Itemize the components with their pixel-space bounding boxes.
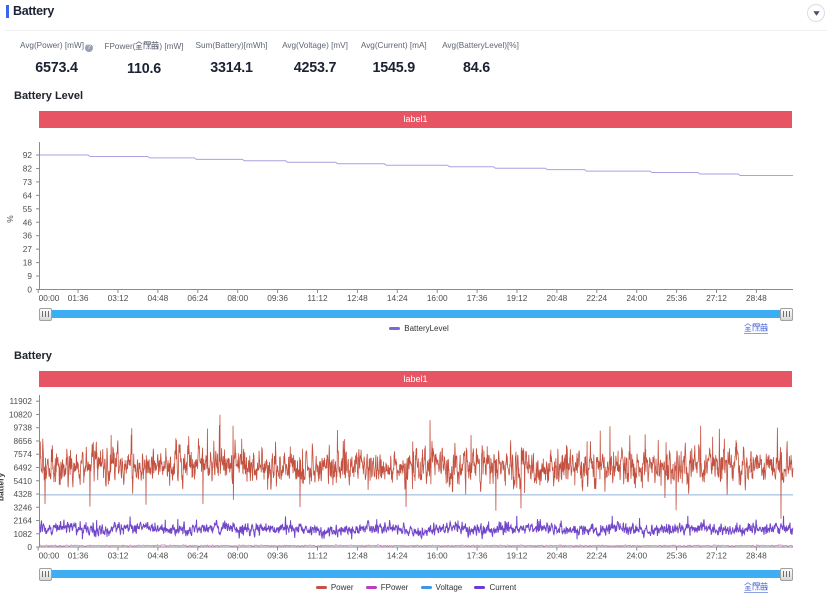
svg-text:09:36: 09:36 (267, 293, 288, 303)
svg-text:12:48: 12:48 (347, 551, 368, 561)
svg-text:04:48: 04:48 (148, 551, 169, 561)
svg-text:73: 73 (23, 177, 33, 187)
svg-text:14:24: 14:24 (387, 551, 408, 561)
svg-text:09:36: 09:36 (267, 551, 288, 561)
svg-text:11:12: 11:12 (307, 551, 328, 561)
svg-text:19:12: 19:12 (507, 551, 528, 561)
svg-text:6492: 6492 (14, 463, 33, 473)
svg-text:27: 27 (23, 244, 33, 254)
svg-text:08:00: 08:00 (227, 551, 248, 561)
svg-text:24:00: 24:00 (626, 551, 647, 561)
svg-text:01:36: 01:36 (68, 551, 89, 561)
svg-text:08:00: 08:00 (227, 293, 248, 303)
svg-text:0: 0 (27, 542, 32, 552)
svg-text:46: 46 (23, 217, 33, 227)
svg-text:16:00: 16:00 (427, 293, 448, 303)
svg-text:0: 0 (27, 285, 32, 295)
svg-text:16:00: 16:00 (427, 551, 448, 561)
svg-text:00:00: 00:00 (39, 293, 60, 303)
svg-text:27:12: 27:12 (706, 293, 727, 303)
svg-text:25:36: 25:36 (666, 551, 687, 561)
svg-text:03:12: 03:12 (108, 551, 129, 561)
svg-text:11:12: 11:12 (307, 293, 328, 303)
svg-text:24:00: 24:00 (626, 293, 647, 303)
svg-text:64: 64 (23, 190, 33, 200)
svg-text:27:12: 27:12 (706, 551, 727, 561)
svg-text:22:24: 22:24 (586, 551, 607, 561)
svg-text:10820: 10820 (9, 409, 32, 419)
svg-text:9: 9 (27, 271, 32, 281)
svg-text:14:24: 14:24 (387, 293, 408, 303)
svg-text:7574: 7574 (14, 449, 33, 459)
svg-text:06:24: 06:24 (187, 293, 208, 303)
svg-text:4328: 4328 (14, 489, 33, 499)
svg-text:04:48: 04:48 (148, 293, 169, 303)
svg-text:12:48: 12:48 (347, 293, 368, 303)
svg-text:17:36: 17:36 (467, 551, 488, 561)
svg-text:8656: 8656 (14, 436, 33, 446)
svg-text:3246: 3246 (14, 502, 33, 512)
svg-text:82: 82 (23, 163, 33, 173)
svg-text:55: 55 (23, 204, 33, 214)
svg-text:00:00: 00:00 (39, 551, 60, 561)
svg-text:17:36: 17:36 (467, 293, 488, 303)
svg-text:battery: battery (0, 473, 6, 502)
svg-text:19:12: 19:12 (507, 293, 528, 303)
svg-text:11902: 11902 (10, 396, 33, 406)
svg-text:20:48: 20:48 (547, 293, 568, 303)
svg-text:03:12: 03:12 (108, 293, 129, 303)
svg-text:22:24: 22:24 (586, 293, 607, 303)
svg-text:92: 92 (23, 150, 33, 160)
svg-text:1082: 1082 (14, 529, 33, 539)
svg-text:36: 36 (23, 231, 33, 241)
svg-text:5410: 5410 (14, 476, 33, 486)
svg-text:20:48: 20:48 (547, 551, 568, 561)
svg-text:06:24: 06:24 (187, 551, 208, 561)
svg-text:%: % (5, 215, 15, 223)
svg-text:18: 18 (23, 258, 33, 268)
svg-text:9738: 9738 (14, 423, 33, 433)
svg-text:2164: 2164 (14, 516, 33, 526)
svg-text:01:36: 01:36 (68, 293, 89, 303)
svg-text:28:48: 28:48 (746, 551, 767, 561)
svg-text:25:36: 25:36 (666, 293, 687, 303)
svg-text:28:48: 28:48 (746, 293, 767, 303)
